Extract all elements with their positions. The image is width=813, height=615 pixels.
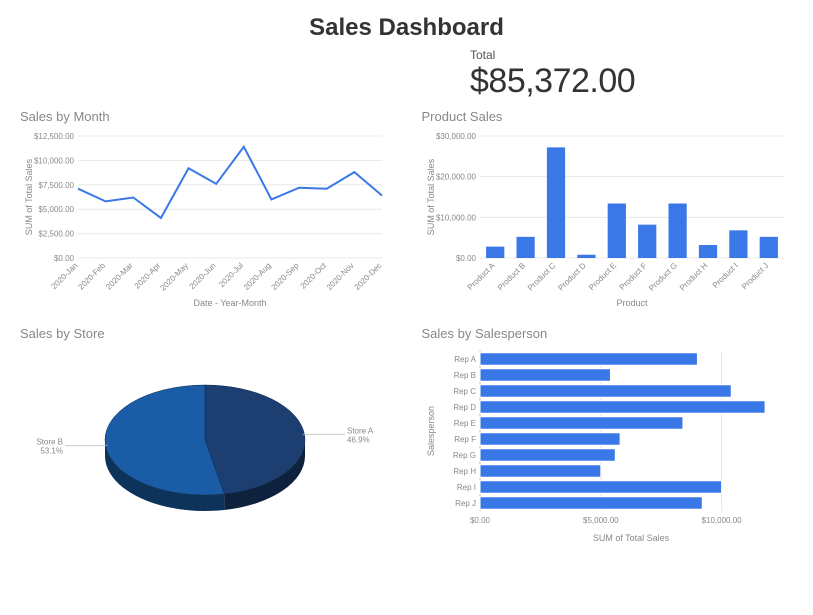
svg-text:Rep F: Rep F [454, 435, 476, 444]
panel-bar-chart: Product Sales $0.00$10,000.00$20,000.00$… [422, 109, 794, 308]
panel-title-hbar: Sales by Salesperson [422, 326, 794, 341]
svg-text:Product J: Product J [739, 261, 769, 291]
svg-text:$7,500.00: $7,500.00 [38, 181, 74, 190]
panel-pie-chart: Sales by Store Store A46.9% Store B53.1% [20, 326, 392, 545]
total-value: $85,372.00 [470, 62, 793, 101]
svg-text:Rep B: Rep B [453, 371, 475, 380]
svg-text:2020-Jan: 2020-Jan [49, 261, 79, 291]
svg-text:Rep H: Rep H [453, 467, 476, 476]
svg-text:Product F: Product F [617, 261, 648, 292]
svg-text:Rep J: Rep J [455, 499, 476, 508]
svg-text:2020-Sep: 2020-Sep [270, 261, 301, 292]
svg-text:46.9%: 46.9% [347, 435, 370, 444]
svg-text:Rep E: Rep E [453, 419, 475, 428]
panel-title-bar: Product Sales [422, 109, 794, 124]
svg-text:2020-Mar: 2020-Mar [104, 261, 135, 292]
svg-text:$5,000.00: $5,000.00 [583, 516, 619, 525]
svg-text:$10,000.00: $10,000.00 [435, 213, 476, 222]
svg-text:$2,500.00: $2,500.00 [38, 230, 74, 239]
svg-text:$12,500.00: $12,500.00 [34, 132, 75, 141]
panel-line-chart: Sales by Month $0.00$2,500.00$5,000.00$7… [20, 109, 392, 308]
panel-hbar-chart: Sales by Salesperson $0.00 $5,000.00 $10,0… [422, 326, 794, 545]
svg-text:Product B: Product B [495, 261, 526, 292]
svg-text:Rep I: Rep I [456, 483, 475, 492]
svg-text:Rep G: Rep G [452, 451, 475, 460]
panel-title-pie: Sales by Store [20, 326, 392, 341]
pie-chart-svg: Store A46.9% Store B53.1% [20, 345, 390, 545]
svg-text:Store B: Store B [36, 438, 63, 447]
svg-text:$0.00: $0.00 [455, 254, 476, 263]
svg-text:Rep C: Rep C [453, 387, 476, 396]
svg-text:Product A: Product A [465, 261, 496, 292]
svg-text:Salesperson: Salesperson [426, 406, 436, 456]
bar-chart-svg: $0.00 $10,000.00 $20,000.00 $30,000.00 Produ… [422, 128, 792, 308]
hbar-chart-svg: $0.00 $5,000.00 $10,000.00 Rep A Rep B Rep C R… [422, 345, 792, 545]
svg-text:2020-Aug: 2020-Aug [242, 261, 273, 292]
svg-text:Product G: Product G [647, 261, 679, 293]
svg-text:Date - Year-Month: Date - Year-Month [193, 298, 266, 308]
svg-text:Product: Product [616, 298, 648, 308]
line-chart-svg: $0.00$2,500.00$5,000.00$7,500.00$10,000.… [20, 128, 390, 308]
svg-text:Product I: Product I [710, 261, 739, 290]
total-label: Total [470, 48, 793, 62]
total-block: Total $85,372.00 [470, 48, 793, 101]
svg-text:Product D: Product D [556, 261, 588, 293]
svg-text:SUM of Total Sales: SUM of Total Sales [426, 158, 436, 235]
svg-text:2020-Nov: 2020-Nov [325, 261, 356, 292]
svg-text:$30,000.00: $30,000.00 [435, 132, 476, 141]
svg-text:2020-Jun: 2020-Jun [188, 261, 218, 291]
svg-text:Rep A: Rep A [454, 355, 476, 364]
svg-text:$20,000.00: $20,000.00 [435, 173, 476, 182]
svg-text:Rep D: Rep D [453, 403, 476, 412]
svg-text:Product H: Product H [677, 261, 709, 293]
svg-text:Store A: Store A [347, 426, 374, 435]
svg-text:53.1%: 53.1% [40, 447, 63, 456]
svg-text:2020-Feb: 2020-Feb [76, 261, 107, 292]
svg-text:SUM of Total Sales: SUM of Total Sales [24, 158, 34, 235]
svg-text:2020-Dec: 2020-Dec [353, 261, 384, 292]
svg-text:$5,000.00: $5,000.00 [38, 205, 74, 214]
svg-text:2020-Jul: 2020-Jul [217, 261, 245, 289]
svg-text:Product E: Product E [587, 261, 618, 292]
panel-title-line: Sales by Month [20, 109, 392, 124]
svg-text:Product C: Product C [525, 261, 557, 293]
dashboard-title: Sales Dashboard [20, 14, 793, 42]
svg-text:2020-May: 2020-May [158, 261, 190, 293]
svg-text:SUM of Total Sales: SUM of Total Sales [592, 533, 669, 543]
svg-text:$10,000.00: $10,000.00 [701, 516, 742, 525]
svg-text:$10,000.00: $10,000.00 [34, 156, 75, 165]
svg-text:$0.00: $0.00 [469, 516, 490, 525]
